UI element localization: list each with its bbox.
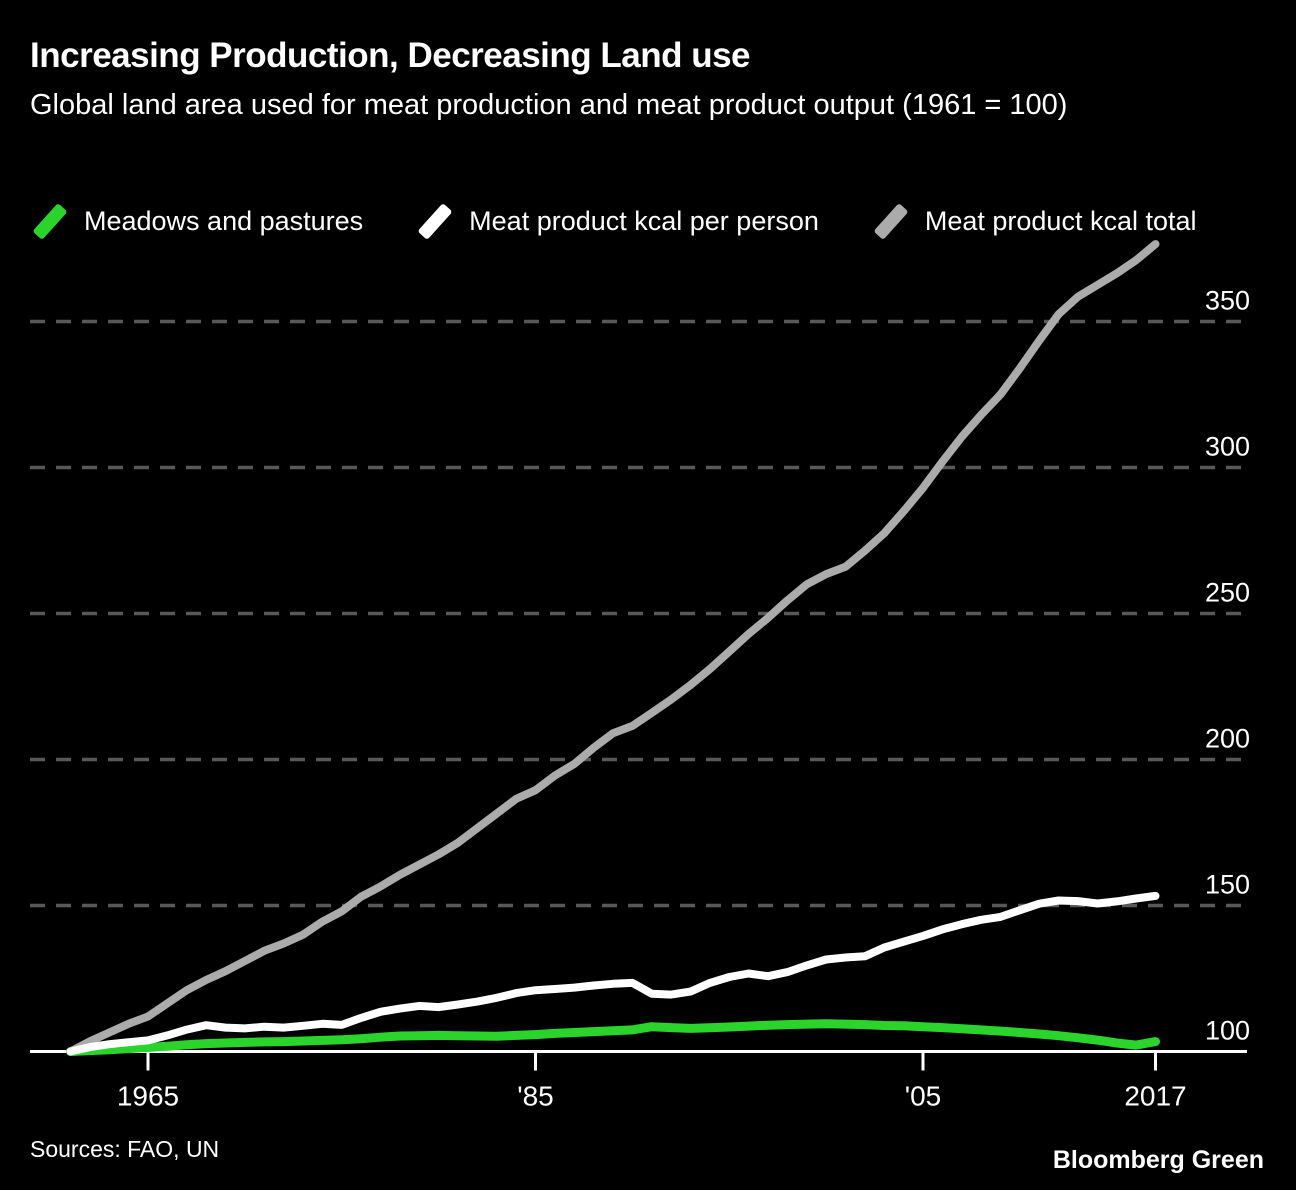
y-axis-label: 200	[1205, 724, 1250, 754]
y-axis-label: 350	[1205, 286, 1250, 316]
brand-logo: Bloomberg Green	[1052, 1146, 1264, 1174]
series-line-meat-product-kcal-total	[66, 240, 1160, 1056]
x-axis-label: 2017	[1124, 1081, 1186, 1112]
legend-label: Meat product kcal total	[924, 205, 1197, 236]
x-axis-label: 1965	[117, 1081, 179, 1112]
page-subtitle: Global land area used for meat productio…	[30, 89, 1068, 121]
sources-note: Sources: FAO, UN	[30, 1136, 220, 1162]
legend-item-kcal-per-person: Meat product kcal per person	[415, 198, 819, 244]
legend-item-kcal-total: Meat product kcal total	[871, 198, 1197, 244]
legend-item-meadows: Meadows and pastures	[30, 198, 363, 244]
y-axis-label: 100	[1205, 1016, 1250, 1046]
y-axis-label: 150	[1205, 870, 1250, 900]
x-axis-label: '05	[905, 1081, 942, 1112]
y-axis-label: 250	[1205, 578, 1250, 608]
legend: Meadows and pastures Meat product kcal p…	[30, 198, 1197, 244]
x-axis-label: '85	[517, 1081, 554, 1112]
y-axis-label: 300	[1205, 432, 1250, 462]
series-line-meat-product-kcal-per-person	[66, 891, 1160, 1056]
series-line-meadows-and-pastures	[66, 1019, 1160, 1056]
page-title: Increasing Production, Decreasing Land u…	[30, 36, 751, 75]
legend-label: Meadows and pastures	[84, 205, 364, 236]
legend-label: Meat product kcal per person	[469, 205, 819, 236]
